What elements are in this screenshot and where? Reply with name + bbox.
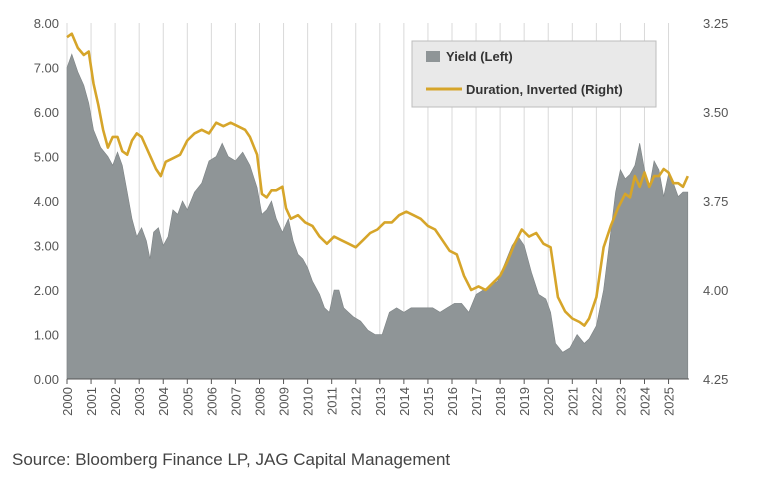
y-left-tick-label: 8.00 (34, 16, 59, 31)
x-tick-label: 2012 (349, 387, 364, 416)
source-note: Source: Bloomberg Finance LP, JAG Capita… (12, 450, 451, 469)
x-tick-label: 2019 (517, 387, 532, 416)
x-tick-label: 2017 (469, 387, 484, 416)
x-tick-label: 2006 (204, 387, 219, 416)
x-tick-label: 2024 (637, 387, 652, 416)
yield-area-layer (66, 53, 689, 380)
x-tick-label: 2021 (565, 387, 580, 416)
x-tick-label: 2023 (613, 387, 628, 416)
y-left-tick-label: 4.00 (34, 194, 59, 209)
duration-line (66, 32, 689, 327)
x-tick-label: 2002 (108, 387, 123, 416)
legend: Yield (Left) Duration, Inverted (Right) (411, 40, 657, 108)
x-tick-label: 2011 (325, 387, 340, 415)
x-tick-label: 2004 (156, 387, 171, 416)
x-tick-label: 2003 (132, 387, 147, 416)
axis-layer: 0.00 1.00 2.00 3.00 4.00 5.00 6.00 7.00 8.00 3.25… (34, 16, 729, 416)
x-tick-label: 2018 (493, 387, 508, 416)
y-left-tick-label: 2.00 (34, 283, 59, 298)
y-right-tick-label: 4.25 (703, 372, 728, 387)
x-tick-label: 2015 (421, 387, 436, 416)
y-right-tick-label: 3.50 (703, 105, 728, 120)
legend-label-yield: Yield (Left) (446, 49, 513, 64)
x-tick-label: 2014 (397, 387, 412, 416)
y-left-tick-label: 3.00 (34, 239, 59, 254)
y-left-tick-label: 5.00 (34, 150, 59, 165)
x-tick-label: 2010 (301, 387, 316, 416)
y-right-tick-label: 3.75 (703, 194, 728, 209)
y-left-tick-label: 1.00 (34, 328, 59, 343)
x-tick-label: 2007 (228, 387, 243, 416)
x-tick-label: 2016 (445, 387, 460, 416)
yield-area (66, 53, 689, 380)
x-tick-label: 2020 (541, 387, 556, 416)
chart: 0.00 1.00 2.00 3.00 4.00 5.00 6.00 7.00 8.00 3.25… (34, 16, 729, 416)
x-tick-label: 2005 (180, 387, 195, 416)
legend-label-duration: Duration, Inverted (Right) (466, 82, 623, 97)
x-tick-label: 2025 (662, 387, 677, 416)
y-left-tick-label: 0.00 (34, 372, 59, 387)
x-tick-label: 2001 (84, 387, 99, 416)
x-tick-label: 2013 (373, 387, 388, 416)
legend-box (411, 40, 657, 108)
legend-swatch-yield (426, 51, 440, 62)
y-right-tick-label: 4.00 (703, 283, 728, 298)
x-tick-label: 2008 (252, 387, 267, 416)
duration-line-layer (66, 32, 689, 327)
y-right-tick-label: 3.25 (703, 16, 728, 31)
y-left-tick-label: 6.00 (34, 105, 59, 120)
y-left-tick-label: 7.00 (34, 61, 59, 76)
x-tick-label: 2009 (277, 387, 292, 416)
x-tick-label: 2000 (60, 387, 75, 416)
x-tick-label: 2022 (589, 387, 604, 416)
